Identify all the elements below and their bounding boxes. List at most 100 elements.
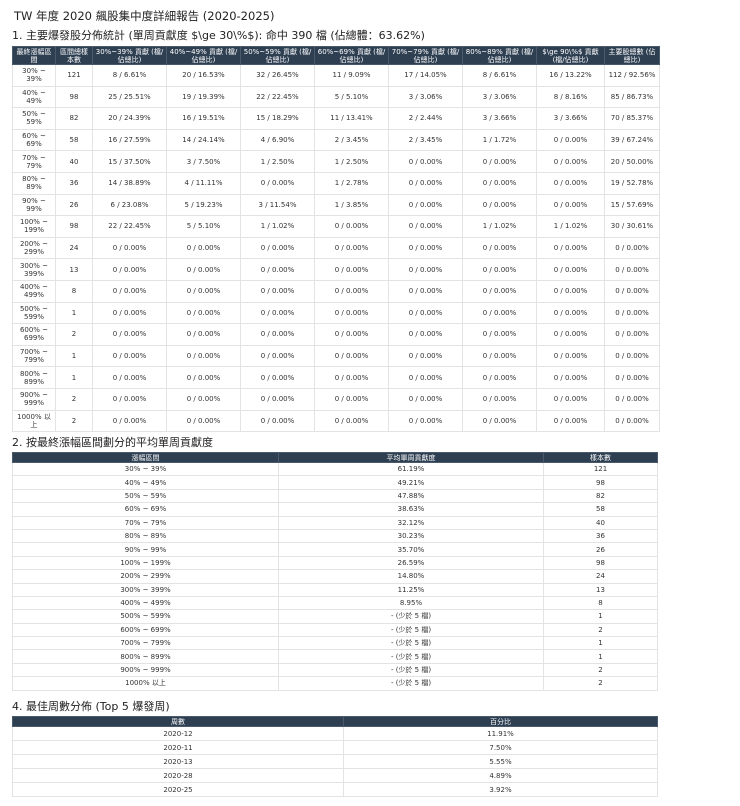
table-cell: 1 / 1.02% bbox=[462, 215, 537, 238]
table-cell: 58 bbox=[55, 128, 93, 152]
table-cell: 5 / 19.23% bbox=[166, 193, 241, 217]
table-cell: 40% ~ 49% bbox=[12, 475, 279, 490]
table-cell: 2 bbox=[55, 387, 93, 411]
table-cell: 0 / 0.00% bbox=[536, 258, 605, 281]
table-cell: 11 / 9.09% bbox=[314, 64, 389, 87]
table-row: 2020-12 11.91% bbox=[12, 726, 658, 741]
table-cell: 50% ~ 59% bbox=[12, 107, 56, 130]
table-cell: 0 / 0.00% bbox=[314, 387, 389, 411]
table-cell: 20 / 50.00% bbox=[604, 150, 660, 173]
table-row: 900% ~ 999% 2 0 / 0.00% 0 / 0.00% 0 / 0.00% 0… bbox=[12, 387, 660, 411]
table-row: 90% ~ 99% 35.70% 26 bbox=[12, 542, 658, 557]
section-title: 4. 最佳周數分佈 (Top 5 爆發周) bbox=[12, 700, 170, 713]
table-cell: 98 bbox=[55, 85, 93, 109]
table-cell: 85 / 86.73% bbox=[604, 85, 660, 109]
table-cell: 3 / 3.06% bbox=[462, 85, 537, 109]
table-cell: 0 / 0.00% bbox=[92, 258, 167, 281]
table-cell: 1 / 2.50% bbox=[314, 150, 389, 173]
table-cell: 600% ~ 699% bbox=[12, 323, 56, 346]
table-cell: 16 / 13.22% bbox=[536, 64, 605, 87]
table-cell: 32.12% bbox=[278, 515, 544, 530]
table-cell: 36 bbox=[543, 528, 658, 544]
table-cell: 2 bbox=[55, 323, 93, 346]
table-cell: 40 bbox=[55, 150, 93, 173]
table-cell: 0 / 0.00% bbox=[388, 301, 463, 325]
table-cell: 0 / 0.00% bbox=[388, 236, 463, 260]
table-cell: 15 / 57.69% bbox=[604, 193, 660, 217]
table-row: 70% ~ 79% 32.12% 40 bbox=[12, 515, 658, 530]
table-cell: 0 / 0.00% bbox=[536, 387, 605, 411]
table-cell: 70 / 85.37% bbox=[604, 107, 660, 130]
table-cell: 0 / 0.00% bbox=[388, 215, 463, 238]
table-row: 40% ~ 49% 98 25 / 25.51% 19 / 19.39% 22 / 22… bbox=[12, 85, 660, 109]
table-row: 50% ~ 59% 82 20 / 24.39% 16 / 19.51% 15 / 18… bbox=[12, 107, 660, 130]
table-cell: 0 / 0.00% bbox=[166, 344, 241, 368]
table-cell: 0 / 0.00% bbox=[462, 323, 537, 346]
table-cell: - (少於 5 檔) bbox=[278, 622, 544, 638]
table-cell: 0 / 0.00% bbox=[536, 366, 605, 389]
table-cell: 1 bbox=[543, 609, 658, 624]
table-row: 2020-28 4.89% bbox=[12, 768, 658, 783]
table-cell: 26 bbox=[55, 193, 93, 217]
table-cell: 40% ~ 49% bbox=[12, 85, 56, 109]
table-cell: 82 bbox=[543, 488, 658, 504]
table-cell: 0 / 0.00% bbox=[314, 236, 389, 260]
section-title: 1. 主要爆發股分佈統計 (單周貢獻度 $\ge 30\%$): 命中 390 … bbox=[12, 29, 425, 42]
table-cell: 700% ~ 799% bbox=[12, 636, 279, 651]
table-cell: 26 bbox=[543, 542, 658, 557]
table-row: 300% ~ 399% 13 0 / 0.00% 0 / 0.00% 0 / 0.00%… bbox=[12, 258, 660, 281]
table-cell: 1 / 1.02% bbox=[536, 215, 605, 238]
table-cell: 4.89% bbox=[343, 768, 658, 783]
table-cell: 0 / 0.00% bbox=[462, 409, 537, 433]
table-cell: 112 / 92.56% bbox=[604, 64, 660, 87]
table-cell: 1 bbox=[55, 366, 93, 389]
table-cell: 14 / 24.14% bbox=[166, 128, 241, 152]
table-cell: 8 / 6.61% bbox=[92, 64, 167, 87]
table-cell: 0 / 0.00% bbox=[388, 387, 463, 411]
table-cell: 24 bbox=[543, 569, 658, 584]
header-cell: 平均單周貢獻度 bbox=[278, 452, 544, 463]
table-cell: 2 / 3.45% bbox=[314, 128, 389, 152]
table-row: 30% ~ 39% 121 8 / 6.61% 20 / 16.53% 32 / 26.… bbox=[12, 64, 660, 87]
table-cell: 3 / 3.06% bbox=[388, 85, 463, 109]
table-cell: 14.80% bbox=[278, 569, 544, 584]
header-cell: 70%~79% 貢獻 (檔/佔總比) bbox=[388, 46, 463, 65]
table-row: 2020-11 7.50% bbox=[12, 740, 658, 755]
table-cell: 2 / 2.44% bbox=[388, 107, 463, 130]
table-cell: 0 / 0.00% bbox=[536, 171, 605, 195]
table-cell: 17 / 14.05% bbox=[388, 64, 463, 87]
table-cell: 70% ~ 79% bbox=[12, 150, 56, 173]
table-row: 70% ~ 79% 40 15 / 37.50% 3 / 7.50% 1 / 2.50%… bbox=[12, 150, 660, 173]
table-row: 900% ~ 999% - (少於 5 檔) 2 bbox=[12, 662, 658, 678]
table-row: 40% ~ 49% 49.21% 98 bbox=[12, 475, 658, 490]
table-cell: 300% ~ 399% bbox=[12, 582, 279, 597]
table-cell: 500% ~ 599% bbox=[12, 301, 56, 325]
header-cell: 40%~49% 貢獻 (檔/佔總比) bbox=[166, 46, 241, 65]
table-cell: 8 bbox=[55, 279, 93, 303]
table-cell: 121 bbox=[543, 461, 658, 477]
header-cell: 60%~69% 貢獻 (檔/佔總比) bbox=[314, 46, 389, 65]
table-cell: 0 / 0.00% bbox=[240, 387, 315, 411]
table-cell: 3 / 11.54% bbox=[240, 193, 315, 217]
table-cell: 1 bbox=[55, 301, 93, 325]
table-cell: 0 / 0.00% bbox=[92, 279, 167, 303]
table-cell: 58 bbox=[543, 502, 658, 517]
table-cell: 13 bbox=[543, 582, 658, 597]
table-cell: 0 / 0.00% bbox=[388, 409, 463, 433]
table-row: 50% ~ 59% 47.88% 82 bbox=[12, 488, 658, 504]
table-row: 100% ~ 199% 98 22 / 22.45% 5 / 5.10% 1 / 1.0… bbox=[12, 215, 660, 238]
table-cell: 1 bbox=[543, 636, 658, 651]
table-cell: 0 / 0.00% bbox=[92, 236, 167, 260]
table-cell: 0 / 0.00% bbox=[462, 258, 537, 281]
table-cell: 24 bbox=[55, 236, 93, 260]
table-cell: 121 bbox=[55, 64, 93, 87]
table-cell: 0 / 0.00% bbox=[92, 366, 167, 389]
table-row: 600% ~ 699% 2 0 / 0.00% 0 / 0.00% 0 / 0.00% 0… bbox=[12, 323, 660, 346]
table-cell: 0 / 0.00% bbox=[536, 301, 605, 325]
table-cell: 200% ~ 299% bbox=[12, 236, 56, 260]
table-cell: 0 / 0.00% bbox=[314, 301, 389, 325]
table-cell: 900% ~ 999% bbox=[12, 662, 279, 678]
table-row: 200% ~ 299% 14.80% 24 bbox=[12, 569, 658, 584]
table-cell: 14 / 38.89% bbox=[92, 171, 167, 195]
table-cell: - (少於 5 檔) bbox=[278, 609, 544, 624]
